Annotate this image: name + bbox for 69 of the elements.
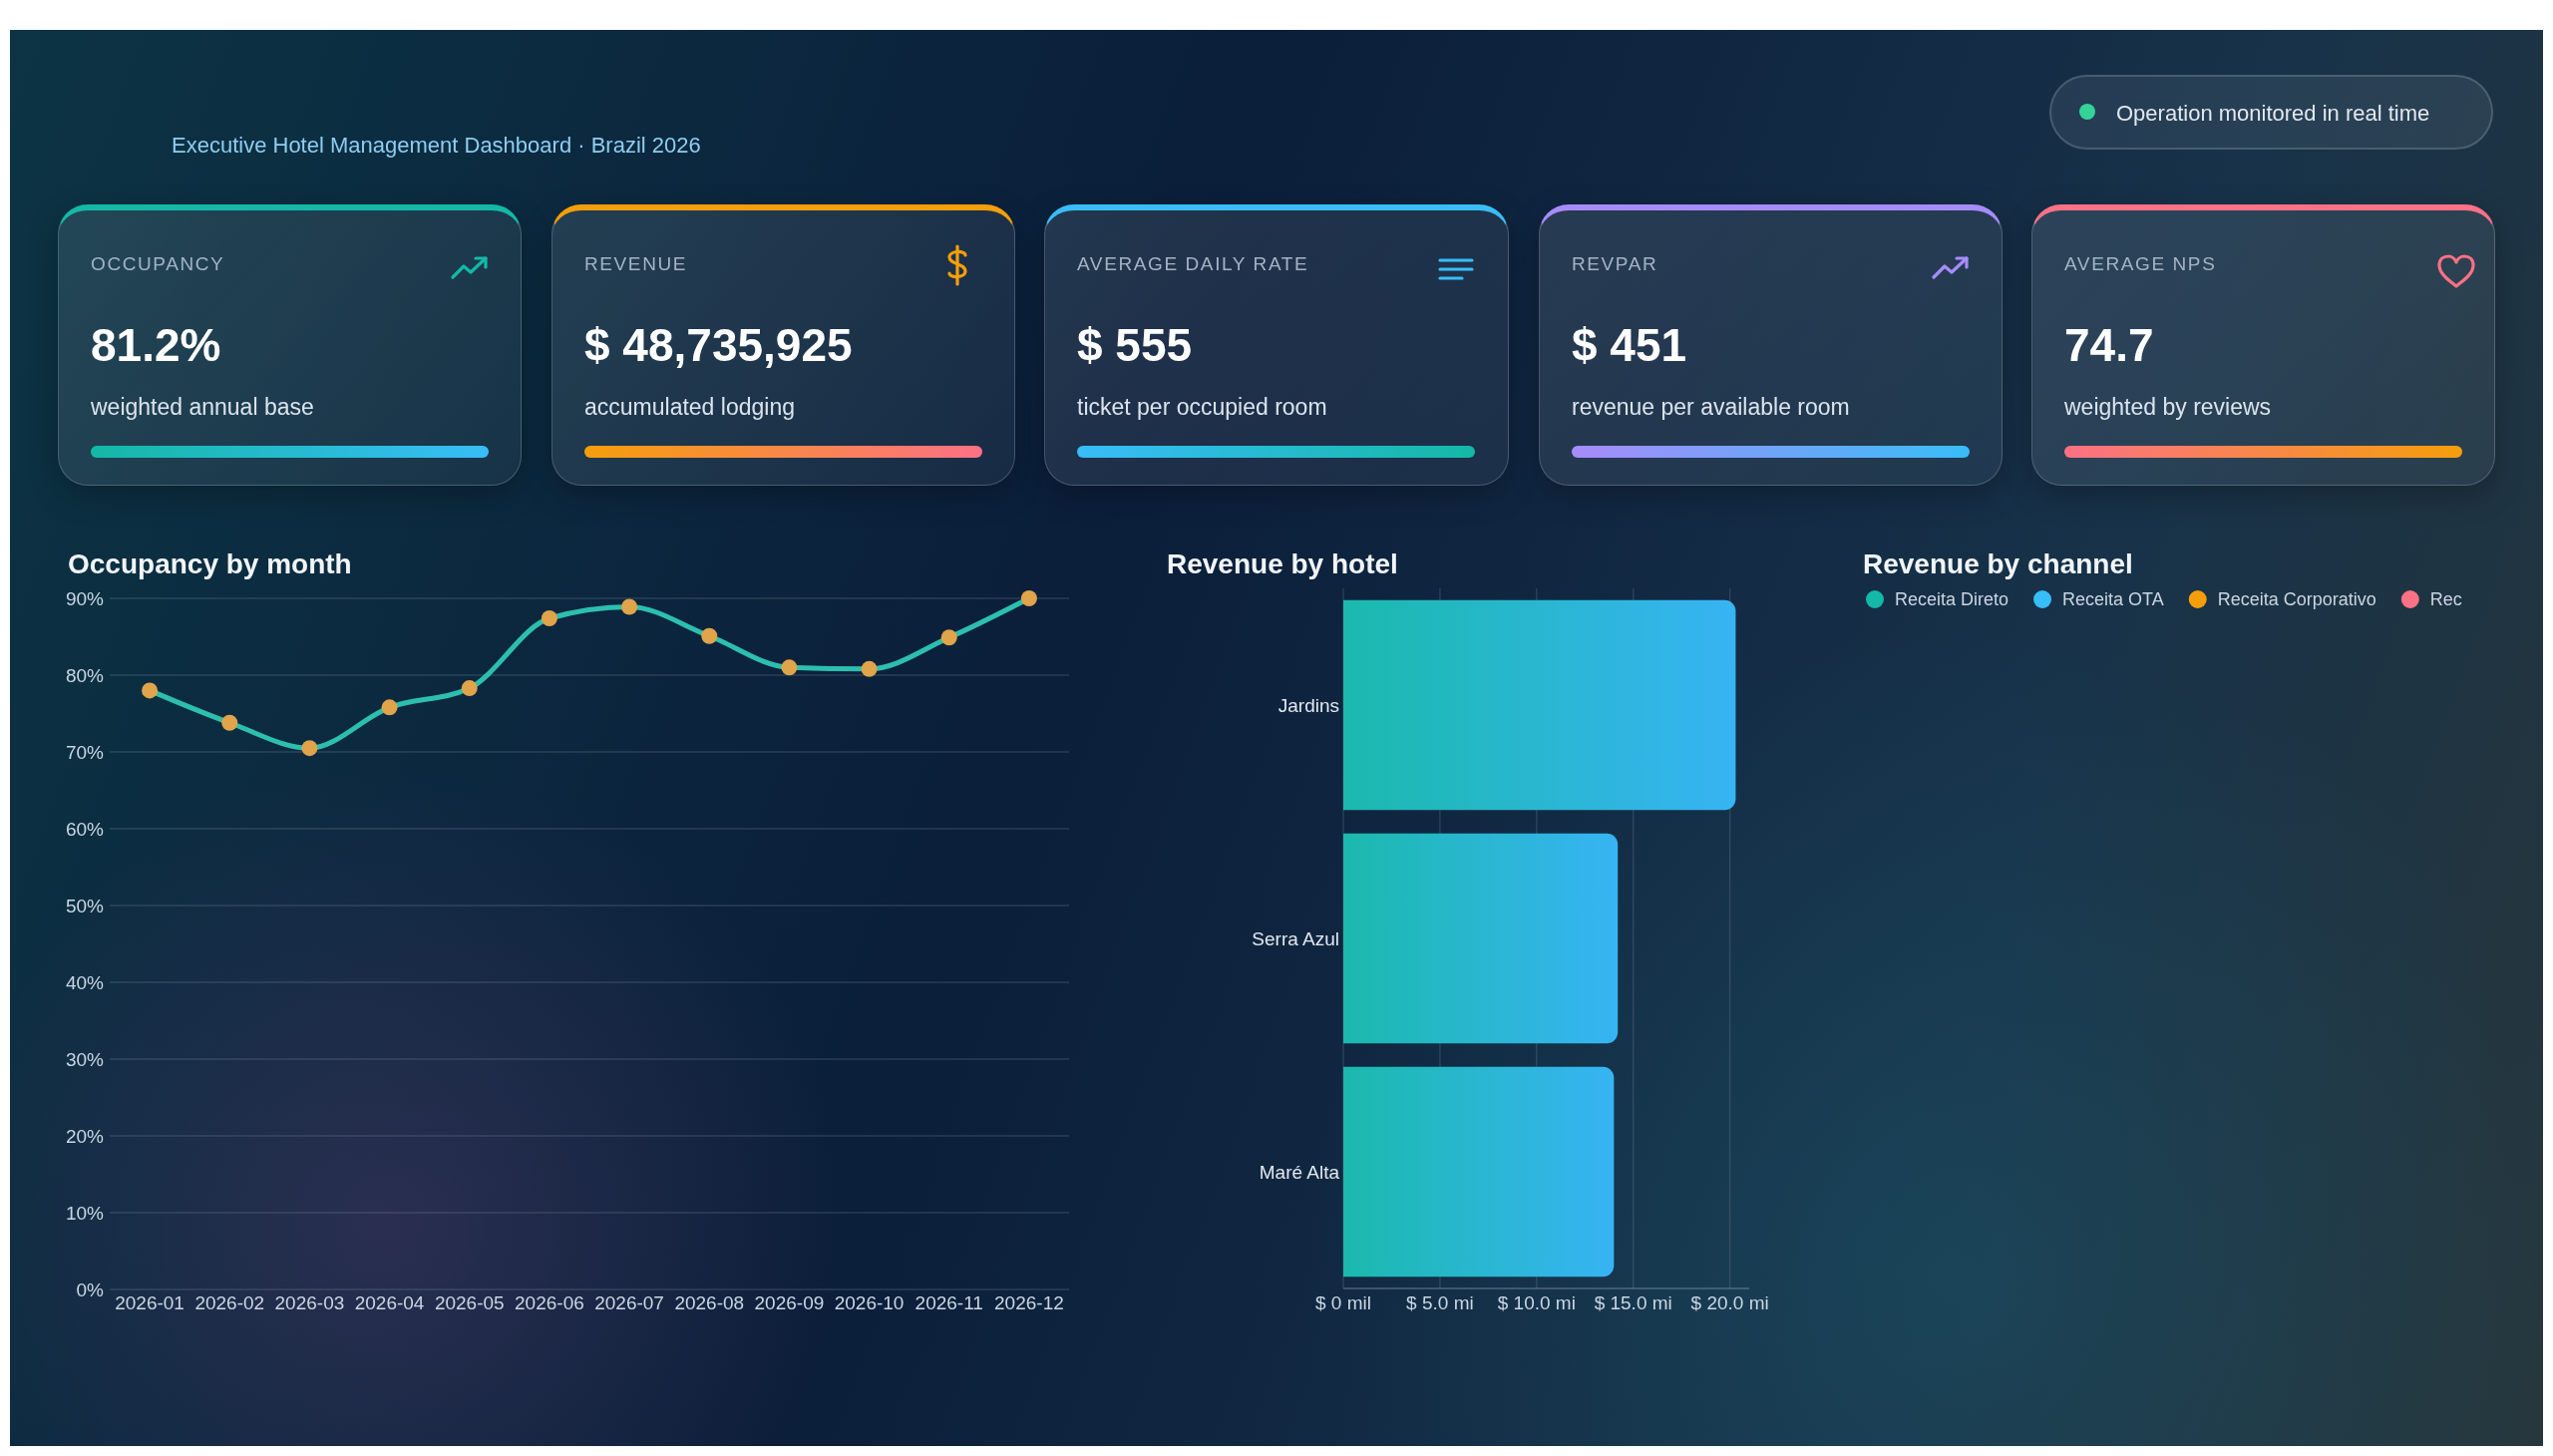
text: OCCUPANCY — [91, 253, 225, 274]
chart-title: Occupancy by month — [68, 548, 352, 579]
y-tick-label: Maré Alta — [1259, 1161, 1340, 1183]
y-tick-label: 70% — [65, 741, 105, 763]
x-tick-label: 2026-01 — [115, 1291, 184, 1313]
x-tick-label: 2026-03 — [274, 1291, 345, 1313]
point — [861, 660, 878, 677]
text: REVENUE — [584, 253, 688, 274]
y-tick-label: 0% — [76, 1278, 105, 1300]
y-tick-label: 10% — [65, 1202, 105, 1224]
x-tick-label: $ 15.0 mi — [1594, 1291, 1672, 1313]
text: $ 48,735,925 — [584, 319, 853, 371]
y-tick-label: 60% — [65, 818, 105, 840]
text: $ 451 — [1572, 319, 1687, 371]
x-tick-label: $ 20.0 mi — [1690, 1291, 1769, 1313]
y-tick-label: 50% — [65, 895, 105, 916]
y-tick-label: 20% — [65, 1125, 105, 1147]
text: REVPAR — [1572, 253, 1658, 274]
status-badge: Operation monitored in real time — [2049, 75, 2493, 150]
legend-label: Receita Direto — [1895, 589, 2009, 610]
text: weighted annual base — [91, 394, 314, 420]
text: 81.2% — [91, 319, 221, 371]
point — [461, 680, 478, 697]
point — [541, 610, 557, 627]
x-tick-label: 2026-11 — [914, 1291, 983, 1313]
text: revenue per available room — [1572, 394, 1850, 420]
x-tick-label: $ 5.0 mi — [1406, 1291, 1474, 1313]
point — [1020, 590, 1037, 606]
x-tick-label: 2026-05 — [434, 1291, 505, 1313]
bar — [1343, 1066, 1615, 1277]
text: $ 555 — [1077, 319, 1193, 371]
legend-label: Receita OTA — [2062, 589, 2164, 610]
point — [381, 699, 398, 716]
x-tick-label: 2026-10 — [834, 1291, 905, 1313]
legend-label: Receita Corporativo — [2217, 589, 2376, 610]
text: AVERAGE DAILY RATE — [1077, 253, 1309, 274]
x-tick-label: 2026-07 — [594, 1291, 664, 1313]
text: 74.7 — [2064, 319, 2154, 371]
x-tick-label: 2026-06 — [515, 1291, 584, 1313]
text: AVERAGE NPS — [2064, 253, 2217, 274]
bar — [1343, 833, 1619, 1044]
x-tick-label: 2026-08 — [674, 1291, 745, 1313]
y-tick-label: Serra Azul — [1252, 927, 1339, 949]
x-tick-label: 2026-02 — [194, 1291, 265, 1313]
text: ticket per occupied room — [1077, 394, 1327, 420]
point — [142, 682, 159, 699]
y-tick-label: 40% — [65, 971, 105, 993]
y-tick-label: 30% — [65, 1048, 105, 1070]
point — [621, 598, 638, 615]
point — [301, 740, 318, 757]
text: Executive Hotel Management Dashboard · Brazil 2026 — [172, 133, 701, 158]
x-tick-label: 2026-04 — [354, 1291, 425, 1313]
text: accumulated lodging — [584, 394, 795, 420]
x-tick-label: $ 10.0 mi — [1497, 1291, 1576, 1313]
bar — [1343, 599, 1736, 811]
chart-title: Revenue by hotel — [1167, 548, 1398, 579]
x-tick-label: 2026-09 — [754, 1291, 825, 1313]
point — [701, 627, 718, 644]
text: Revenue by channel — [1863, 548, 2133, 579]
y-tick-label: Jardins — [1277, 694, 1339, 716]
point — [940, 629, 957, 646]
point — [781, 659, 798, 676]
point — [221, 714, 238, 731]
y-tick-label: 80% — [65, 664, 105, 686]
x-tick-label: $ 0 mil — [1315, 1291, 1371, 1313]
x-tick-label: 2026-12 — [994, 1291, 1064, 1313]
legend-label: Rec — [2429, 589, 2462, 610]
y-tick-label: 90% — [65, 587, 105, 609]
text: weighted by reviews — [2064, 394, 2272, 420]
